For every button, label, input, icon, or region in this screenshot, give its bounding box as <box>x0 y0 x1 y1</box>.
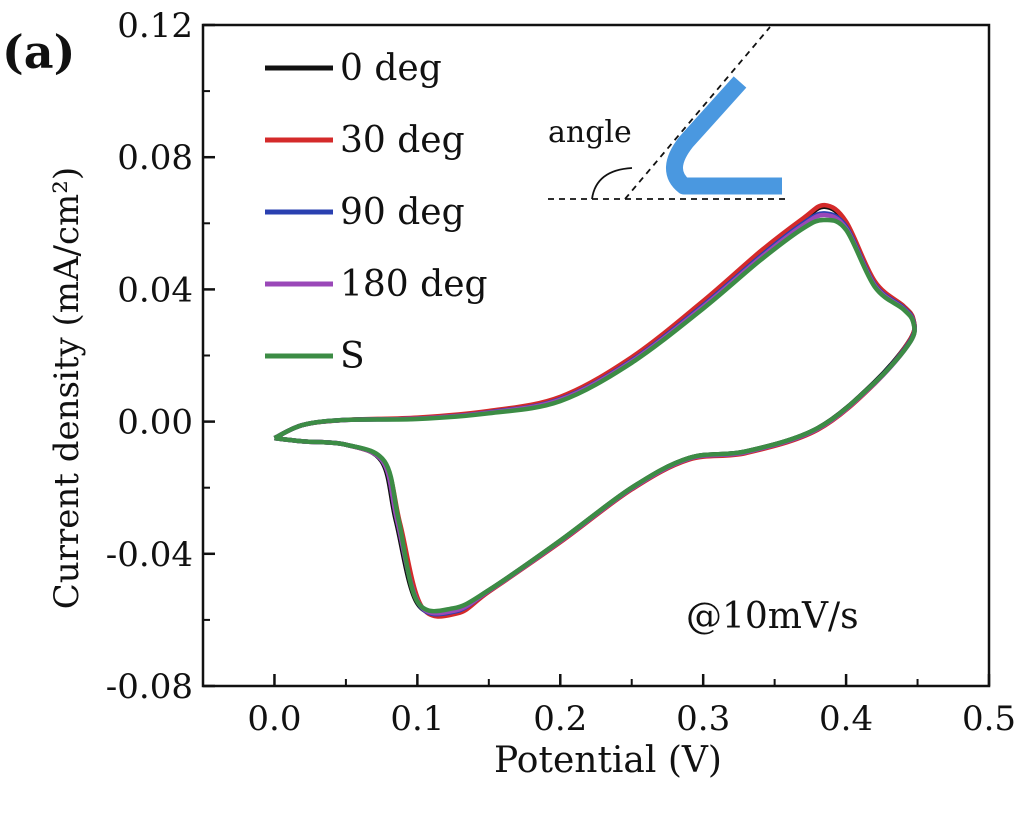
legend-label: 0 deg <box>340 48 442 89</box>
annotation-scan-rate: @10mV/s <box>686 596 859 637</box>
x-tick-label: 0.1 <box>390 699 444 739</box>
legend-label: 30 deg <box>340 120 465 161</box>
inset-angle-arc <box>591 167 633 200</box>
x-tick-label: 0.5 <box>962 699 1016 739</box>
y-tick-label: -0.04 <box>106 535 193 575</box>
y-tick-label: 0.08 <box>117 138 193 178</box>
inset-angle-diagram: angle <box>548 26 786 200</box>
legend: 0 deg 30 deg 90 deg 180 deg S <box>265 48 488 377</box>
x-tick-label: 0.0 <box>247 699 301 739</box>
x-tick-label: 0.4 <box>819 699 873 739</box>
ticks-group: 0.0 0.1 0.2 0.3 0.4 0.5 -0.08 -0.04 0.00 0.04 0.08… <box>106 6 1016 739</box>
x-axis-label: Potential (V) <box>494 740 722 781</box>
inset-bent-strip <box>666 76 782 195</box>
curves-group <box>273 202 917 619</box>
legend-label: S <box>340 336 365 377</box>
y-tick-label: 0.12 <box>117 6 193 46</box>
y-axis-label: Current density (mA/cm²) <box>47 167 87 609</box>
inset-angled-dashed-line <box>624 26 771 200</box>
y-tick-label: -0.08 <box>106 667 193 707</box>
panel-label: (a) <box>2 25 75 79</box>
legend-label: 90 deg <box>340 192 465 233</box>
plot-area: 0.0 0.1 0.2 0.3 0.4 0.5 -0.08 -0.04 0.00 0.04 0.08… <box>106 6 1016 739</box>
x-tick-label: 0.3 <box>676 699 730 739</box>
series-line-4 <box>273 217 917 614</box>
x-tick-label: 0.2 <box>533 699 587 739</box>
inset-angle-label: angle <box>548 115 632 150</box>
legend-label: 180 deg <box>340 264 488 305</box>
y-tick-label: 0.00 <box>117 403 193 443</box>
y-tick-label: 0.04 <box>117 270 193 310</box>
